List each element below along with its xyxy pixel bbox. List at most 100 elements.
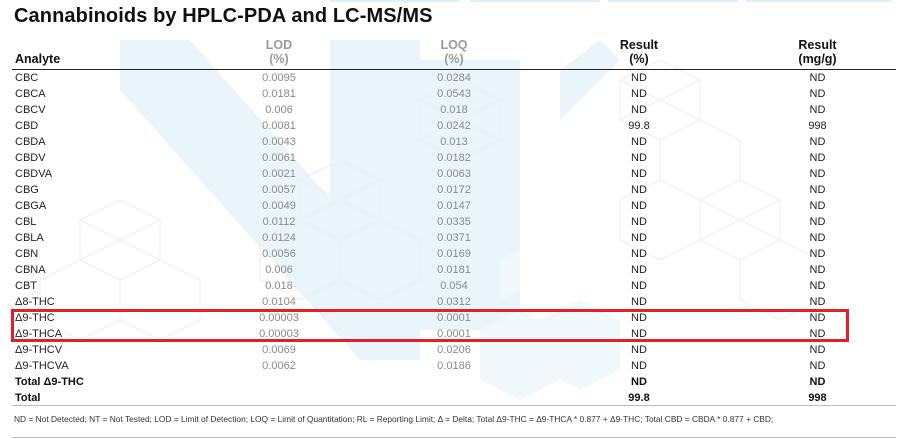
loq-cell: 0.0182	[437, 152, 471, 164]
result-mg-cell: ND	[809, 344, 826, 356]
result-mg-cell: ND	[809, 168, 826, 180]
loq-cell: 0.0186	[437, 360, 471, 372]
lod-cell: 0.006	[265, 104, 293, 116]
loq-cell: 0.0335	[437, 216, 471, 228]
loq-cell: 0.0371	[437, 232, 471, 244]
table-row: Δ9-THC 0.00003 0.0001 ND ND	[12, 310, 896, 326]
analyte-cell: CBT	[15, 280, 37, 292]
lod-cell: 0.00003	[259, 312, 299, 324]
bottom-divider	[12, 437, 896, 438]
empty-cell	[369, 374, 539, 390]
total-label-cell: Total	[15, 392, 41, 404]
analyte-cell: Δ9-THCA	[15, 328, 63, 340]
top-decoration-bars	[0, 0, 916, 3]
analyte-cell: CBDV	[15, 152, 46, 164]
result-percent-cell: ND	[631, 72, 647, 84]
loq-cell: 0.013	[440, 136, 468, 148]
table-row: CBCV 0.006 0.018 ND ND	[12, 102, 896, 118]
analyte-cell: Δ9-THCV	[15, 344, 63, 356]
analyte-cell: Δ8-THC	[15, 296, 55, 308]
result-mg-cell: ND	[809, 264, 826, 276]
table-row: CBN 0.0056 0.0169 ND ND	[12, 246, 896, 262]
analyte-cell: CBD	[15, 120, 39, 132]
result-percent-cell: ND	[631, 232, 647, 244]
table-row: CBGA 0.0049 0.0147 ND ND	[12, 198, 896, 214]
loq-cell: 0.0543	[437, 88, 471, 100]
result-percent-cell: ND	[631, 136, 647, 148]
header-analyte: Analyte	[15, 52, 61, 66]
lod-cell: 0.0043	[262, 136, 296, 148]
result-percent-cell: ND	[631, 184, 647, 196]
lod-cell: 0.0021	[262, 168, 296, 180]
result-mg-cell: ND	[809, 72, 826, 84]
loq-cell: 0.0001	[437, 312, 471, 324]
result-percent-cell: ND	[631, 296, 647, 308]
analyte-cell: CBC	[15, 72, 39, 84]
table-row: CBDV 0.0061 0.0182 ND ND	[12, 150, 896, 166]
lod-cell: 0.0104	[262, 296, 296, 308]
analyte-cell: Δ9-THC	[15, 312, 55, 324]
result-percent-cell: ND	[631, 312, 647, 324]
analyte-cell: CBNA	[15, 264, 46, 276]
lod-cell: 0.0124	[262, 232, 296, 244]
empty-cell	[189, 390, 369, 406]
loq-cell: 0.0172	[437, 184, 471, 196]
result-mg-cell: ND	[809, 280, 826, 292]
table-header-row: Analyte LOD (%) LOQ (%) Result (%) Result (m…	[12, 38, 896, 70]
loq-cell: 0.0181	[437, 264, 471, 276]
table-row: Δ9-THCVA 0.0062 0.0186 ND ND	[12, 358, 896, 374]
lod-cell: 0.018	[265, 280, 293, 292]
loq-cell: 0.0169	[437, 248, 471, 260]
analyte-cell: CBDA	[15, 136, 46, 148]
table-row: CBC 0.0095 0.0284 ND ND	[12, 70, 896, 87]
cannabinoids-table: Analyte LOD (%) LOQ (%) Result (%) Result (m…	[12, 38, 896, 406]
table-row: CBLA 0.0124 0.0371 ND ND	[12, 230, 896, 246]
footnote-divider	[12, 405, 896, 406]
total-label-cell: Total Δ9-THC	[15, 376, 84, 388]
total-percent-cell: ND	[631, 376, 647, 388]
table-row: Δ9-THCV 0.0069 0.0206 ND ND	[12, 342, 896, 358]
table-row: CBL 0.0112 0.0335 ND ND	[12, 214, 896, 230]
analyte-cell: CBDVA	[15, 168, 53, 180]
lod-cell: 0.0112	[262, 216, 296, 228]
analyte-cell: Δ9-THCVA	[15, 360, 69, 372]
result-mg-cell: ND	[809, 152, 826, 164]
table-row: CBT 0.018 0.054 ND ND	[12, 278, 896, 294]
lod-cell: 0.006	[265, 264, 293, 276]
footnote: ND = Not Detected; NT = Not Tested; LOD …	[14, 414, 774, 424]
lod-cell: 0.0181	[262, 88, 296, 100]
lod-cell: 0.00003	[259, 328, 299, 340]
result-mg-cell: 998	[808, 120, 827, 132]
loq-cell: 0.0312	[437, 296, 471, 308]
empty-cell	[369, 390, 539, 406]
header-result-mg: Result (mg/g)	[798, 38, 837, 66]
section-title: Cannabinoids by HPLC-PDA and LC-MS/MS	[14, 5, 433, 27]
result-mg-cell: ND	[809, 248, 826, 260]
total-percent-cell: 99.8	[628, 392, 650, 404]
result-mg-cell: ND	[809, 200, 826, 212]
lod-cell: 0.0062	[262, 360, 296, 372]
result-mg-cell: ND	[809, 312, 826, 324]
analyte-cell: CBCV	[15, 104, 46, 116]
result-mg-cell: ND	[809, 136, 826, 148]
table-row: CBDVA 0.0021 0.0063 ND ND	[12, 166, 896, 182]
lod-cell: 0.0061	[262, 152, 296, 164]
loq-cell: 0.0206	[437, 344, 471, 356]
loq-cell: 0.0284	[437, 72, 471, 84]
result-percent-cell: ND	[631, 248, 647, 260]
result-mg-cell: ND	[809, 360, 826, 372]
result-percent-cell: 99.8	[628, 120, 650, 132]
loq-cell: 0.054	[440, 280, 468, 292]
result-mg-cell: ND	[809, 216, 826, 228]
analyte-cell: CBL	[15, 216, 37, 228]
total-mg-cell: ND	[809, 376, 826, 388]
table-row: CBNA 0.006 0.0181 ND ND	[12, 262, 896, 278]
result-percent-cell: ND	[631, 280, 647, 292]
lod-cell: 0.0081	[262, 120, 296, 132]
table-row: CBDA 0.0043 0.013 ND ND	[12, 134, 896, 150]
header-loq: LOQ (%)	[440, 38, 468, 66]
lod-cell: 0.0057	[262, 184, 296, 196]
lod-cell: 0.0049	[262, 200, 296, 212]
result-percent-cell: ND	[631, 344, 647, 356]
